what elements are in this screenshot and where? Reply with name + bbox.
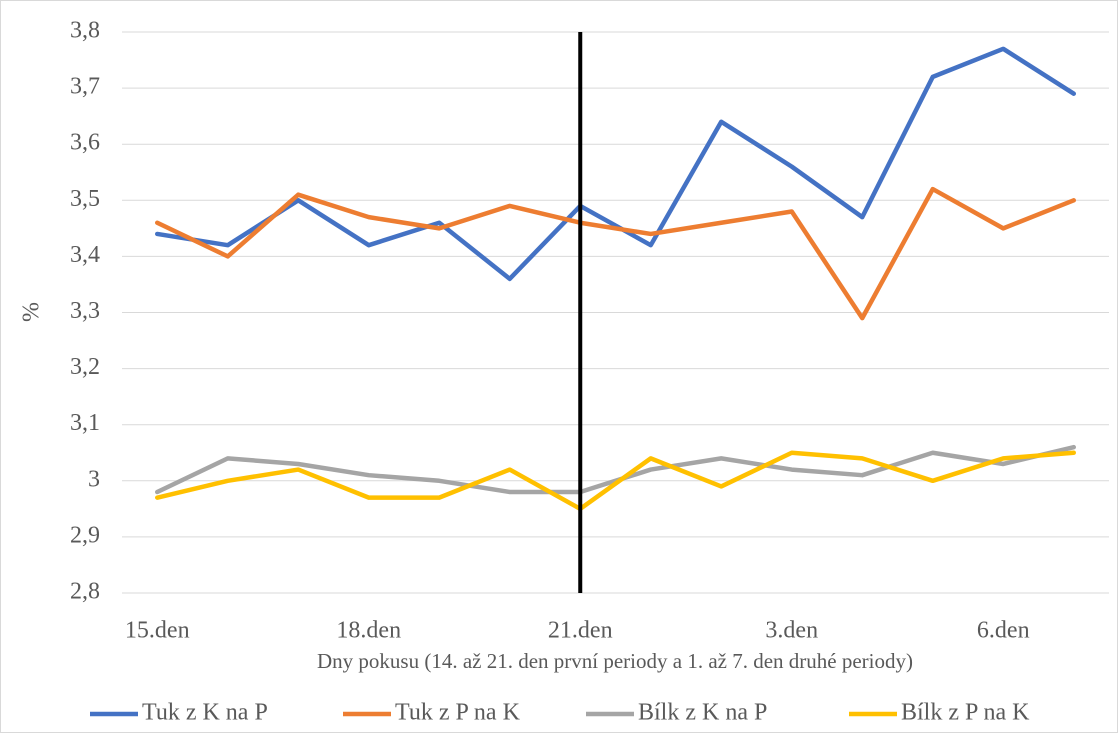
y-tick-label: 3,5 xyxy=(70,186,100,212)
y-tick-label: 2,9 xyxy=(70,522,100,548)
series-line xyxy=(155,444,1076,495)
legend-label: Bílk z K na P xyxy=(638,700,767,726)
y-tick-label: 3,7 xyxy=(70,74,100,100)
legend-label: Tuk z P na K xyxy=(395,700,521,726)
y-axis-title: % xyxy=(19,302,45,322)
series-line xyxy=(155,46,1076,282)
legend-label: Tuk z K na P xyxy=(142,700,268,726)
y-tick-label: 3,6 xyxy=(70,130,100,156)
series-line xyxy=(155,186,1076,321)
x-tick-label: 6.den xyxy=(977,618,1030,644)
y-tick-label: 3,1 xyxy=(70,410,100,436)
x-axis-title: Dny pokusu (14. až 21. den první periody… xyxy=(317,649,913,673)
y-tick-label: 3,4 xyxy=(70,242,100,268)
x-tick-label: 15.den xyxy=(125,618,190,644)
x-tick-label: 3.den xyxy=(765,618,818,644)
y-tick-label: 3,3 xyxy=(70,298,100,324)
x-tick-label: 21.den xyxy=(548,618,613,644)
series-line xyxy=(155,450,1076,512)
legend-label: Bílk z P na K xyxy=(901,700,1030,726)
y-tick-label: 3 xyxy=(88,466,100,492)
y-tick-label: 3,8 xyxy=(70,18,100,44)
x-tick-label: 18.den xyxy=(336,618,401,644)
y-tick-label: 2,8 xyxy=(70,579,100,605)
y-tick-label: 3,2 xyxy=(70,354,100,380)
